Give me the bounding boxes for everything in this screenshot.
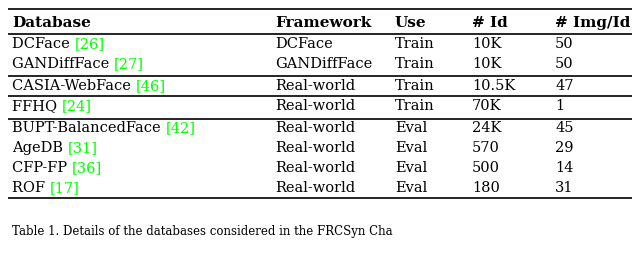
Text: Eval: Eval (395, 181, 428, 195)
Text: Eval: Eval (395, 121, 428, 135)
Text: 47: 47 (555, 79, 573, 93)
Text: Eval: Eval (395, 141, 428, 155)
Text: [46]: [46] (136, 79, 166, 93)
Text: 29: 29 (555, 141, 573, 155)
Text: FFHQ: FFHQ (12, 99, 61, 113)
Text: AgeDB: AgeDB (12, 141, 68, 155)
Text: 50: 50 (555, 57, 573, 71)
Text: DCFace: DCFace (12, 37, 74, 51)
Text: 50: 50 (555, 37, 573, 51)
Text: Real-world: Real-world (275, 181, 355, 195)
Text: [42]: [42] (165, 121, 195, 135)
Text: Train: Train (395, 79, 435, 93)
Text: 31: 31 (555, 181, 573, 195)
Text: # Id: # Id (472, 16, 508, 30)
Text: Real-world: Real-world (275, 121, 355, 135)
Text: CASIA-WebFace: CASIA-WebFace (12, 79, 136, 93)
Text: Real-world: Real-world (275, 99, 355, 113)
Text: 14: 14 (555, 161, 573, 175)
Text: 10K: 10K (472, 57, 502, 71)
Text: Real-world: Real-world (275, 79, 355, 93)
Text: Framework: Framework (275, 16, 371, 30)
Text: 500: 500 (472, 161, 500, 175)
Text: ROF: ROF (12, 181, 50, 195)
Text: 10.5K: 10.5K (472, 79, 515, 93)
Text: [36]: [36] (72, 161, 102, 175)
Text: 570: 570 (472, 141, 500, 155)
Text: 70K: 70K (472, 99, 502, 113)
Text: Eval: Eval (395, 161, 428, 175)
Text: [27]: [27] (114, 57, 144, 71)
Text: 10K: 10K (472, 37, 502, 51)
Text: CFP-FP: CFP-FP (12, 161, 72, 175)
Text: [24]: [24] (61, 99, 92, 113)
Text: DCFace: DCFace (275, 37, 333, 51)
Text: # Img/Id: # Img/Id (555, 16, 630, 30)
Text: GANDiffFace: GANDiffFace (12, 57, 114, 71)
Text: Table 1. Details of the databases considered in the FRCSyn Cha: Table 1. Details of the databases consid… (12, 224, 392, 238)
Text: Train: Train (395, 57, 435, 71)
Text: [26]: [26] (74, 37, 104, 51)
Text: BUPT-BalancedFace: BUPT-BalancedFace (12, 121, 165, 135)
Text: [31]: [31] (68, 141, 98, 155)
Text: Database: Database (12, 16, 91, 30)
Text: 1: 1 (555, 99, 564, 113)
Text: Train: Train (395, 37, 435, 51)
Text: GANDiffFace: GANDiffFace (275, 57, 372, 71)
Text: Real-world: Real-world (275, 141, 355, 155)
Text: 24K: 24K (472, 121, 502, 135)
Text: Real-world: Real-world (275, 161, 355, 175)
Text: Train: Train (395, 99, 435, 113)
Text: Use: Use (395, 16, 427, 30)
Text: 45: 45 (555, 121, 573, 135)
Text: [17]: [17] (50, 181, 79, 195)
Text: 180: 180 (472, 181, 500, 195)
